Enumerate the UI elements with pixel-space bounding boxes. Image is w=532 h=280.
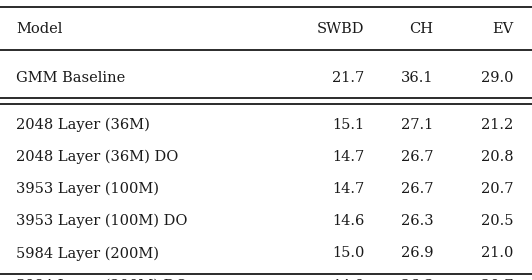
Text: EV: EV bbox=[492, 22, 513, 36]
Text: 26.3: 26.3 bbox=[401, 214, 434, 228]
Text: 14.7: 14.7 bbox=[332, 182, 364, 196]
Text: 14.9: 14.9 bbox=[332, 279, 364, 280]
Text: 21.0: 21.0 bbox=[481, 246, 513, 260]
Text: Model: Model bbox=[16, 22, 62, 36]
Text: 21.7: 21.7 bbox=[332, 71, 364, 85]
Text: 20.7: 20.7 bbox=[481, 182, 513, 196]
Text: 14.7: 14.7 bbox=[332, 150, 364, 164]
Text: 21.2: 21.2 bbox=[481, 118, 513, 132]
Text: 36.1: 36.1 bbox=[401, 71, 434, 85]
Text: 26.7: 26.7 bbox=[401, 182, 434, 196]
Text: 3953 Layer (100M) DO: 3953 Layer (100M) DO bbox=[16, 214, 187, 228]
Text: 2048 Layer (36M) DO: 2048 Layer (36M) DO bbox=[16, 150, 178, 164]
Text: 5984 Layer (200M): 5984 Layer (200M) bbox=[16, 246, 159, 261]
Text: 3953 Layer (100M): 3953 Layer (100M) bbox=[16, 182, 159, 196]
Text: 15.1: 15.1 bbox=[332, 118, 364, 132]
Text: 20.7: 20.7 bbox=[481, 279, 513, 280]
Text: 26.7: 26.7 bbox=[401, 150, 434, 164]
Text: 5984 Layer (200M) DO: 5984 Layer (200M) DO bbox=[16, 278, 187, 280]
Text: 27.1: 27.1 bbox=[401, 118, 434, 132]
Text: 14.6: 14.6 bbox=[332, 214, 364, 228]
Text: 2048 Layer (36M): 2048 Layer (36M) bbox=[16, 117, 150, 132]
Text: 20.5: 20.5 bbox=[481, 214, 513, 228]
Text: 26.9: 26.9 bbox=[401, 246, 434, 260]
Text: 29.0: 29.0 bbox=[481, 71, 513, 85]
Text: 15.0: 15.0 bbox=[332, 246, 364, 260]
Text: 20.8: 20.8 bbox=[481, 150, 513, 164]
Text: 26.3: 26.3 bbox=[401, 279, 434, 280]
Text: SWBD: SWBD bbox=[317, 22, 364, 36]
Text: GMM Baseline: GMM Baseline bbox=[16, 71, 125, 85]
Text: CH: CH bbox=[410, 22, 434, 36]
